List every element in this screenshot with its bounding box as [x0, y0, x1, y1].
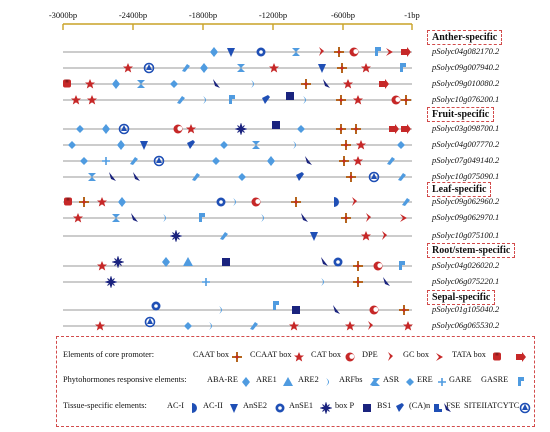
are1-icon [283, 377, 293, 386]
legend-item-gasre: GASRE [481, 375, 509, 384]
are2-icon [326, 378, 329, 386]
legend-item-gc-box: GC box [403, 350, 430, 359]
legend-item-aba-re: ABA-RE [207, 375, 238, 384]
legend-item-arfbs: ARFbs [339, 375, 363, 384]
cat-box-icon [345, 352, 355, 362]
legend-item-asr: ASR [383, 375, 400, 384]
gene-label: pSolyc07g049140.2 [432, 155, 500, 165]
gene-label: pSolyc04g007770.2 [432, 139, 500, 149]
axis-ruler [62, 23, 413, 30]
axis-tick-label: -1200bp [258, 10, 288, 20]
group-label-sepal: Sepal-specific [427, 290, 496, 305]
legend-item-ac-ii: AC-II [203, 401, 223, 410]
ere-icon [406, 378, 414, 386]
axis-tick-label: -1bp [404, 10, 420, 20]
legend-item-are2: ARE2 [298, 375, 319, 384]
legend-core-title: Elements of core promoter: [63, 350, 155, 359]
ccaat-box-icon [294, 352, 304, 362]
group-label-anther: Anther-specific [427, 30, 503, 45]
asr-icon [372, 378, 380, 386]
group-label-leaf: Leaf-specific [427, 182, 492, 197]
caat-box-icon [231, 351, 243, 363]
bs1-icon [396, 403, 404, 412]
legend-item-siteiiatcytc: SITEIIATCYTC [464, 401, 520, 410]
siteiiatcytc-icon [519, 402, 531, 414]
legend-tissue-title: Tissue-specific elements: [63, 401, 147, 410]
gene-label: pSolyc10g075100.1 [432, 230, 500, 240]
legend: Elements of core promoter: CAAT box CCAA… [56, 336, 535, 427]
ac-i-icon [192, 403, 197, 413]
gasre-icon [518, 377, 524, 386]
legend-item-ere: ERE [417, 375, 433, 384]
tata-box-icon [493, 352, 501, 361]
axis-tick-label: -2400bp [118, 10, 148, 20]
gene-label: pSolyc01g105040.2 [432, 304, 500, 314]
legend-item-ca-n: (CA)n [409, 401, 431, 410]
axis-tick-label: -1800bp [188, 10, 218, 20]
legend-hormone-title: Phytohormones responsive elements: [63, 375, 187, 384]
legend-item-box-p: box P [335, 401, 355, 410]
gene-label: pSolyc06g065530.2 [432, 320, 500, 330]
axis-tick-label: -600bp [330, 10, 356, 20]
group-label-root-stem: Root/stem-specific [427, 243, 516, 258]
legend-item-tata-box: TATA box [452, 350, 486, 359]
group-label-fruit: Fruit-specific [427, 107, 495, 122]
legend-item-caat-box: CAAT box [193, 350, 230, 359]
gene-label: pSolyc09g062970.1 [432, 212, 500, 222]
legend-item-anse1: AnSE1 [289, 401, 313, 410]
legend-item-ccaat-box: CCAAT box [250, 350, 292, 359]
gene-label: pSolyc06g075220.1 [432, 276, 500, 286]
anse1-icon [320, 402, 332, 414]
gene-label: pSolyc10g076200.1 [432, 94, 500, 104]
legend-item-bs1: BS1 [377, 401, 392, 410]
gc-box-icon [436, 353, 443, 361]
arrow-icon [516, 352, 526, 362]
gene-label: pSolyc04g026020.2 [432, 260, 500, 270]
legend-item-are1: ARE1 [256, 375, 277, 384]
aba-re-icon [242, 377, 250, 387]
legend-item-ac-i: AC-I [167, 401, 185, 410]
legend-item-cat-box: CAT box [311, 350, 342, 359]
gene-label: pSolyc04g082170.2 [432, 46, 500, 56]
box-p-icon [363, 404, 371, 412]
fse-icon [444, 403, 451, 412]
legend-item-dpe: DPE [362, 350, 378, 359]
promoter-lines [63, 51, 412, 327]
gare-icon [437, 377, 447, 387]
axis-tick-label: -3000bp [48, 10, 78, 20]
anse2-icon [275, 403, 285, 413]
legend-item-fse: FSE [446, 401, 461, 410]
gene-label: pSolyc09g010080.2 [432, 78, 500, 88]
dpe-icon [388, 352, 393, 361]
gene-label: pSolyc03g098700.1 [432, 123, 500, 133]
promoter-elements [63, 46, 413, 331]
legend-item-gare: GARE [449, 375, 472, 384]
ac-ii-icon [230, 404, 238, 413]
legend-item-anse2: AnSE2 [243, 401, 267, 410]
gene-label: pSolyc09g062960.2 [432, 196, 500, 206]
gene-label: pSolyc09g007940.2 [432, 62, 500, 72]
gene-label: pSolyc10g075090.1 [432, 171, 500, 181]
